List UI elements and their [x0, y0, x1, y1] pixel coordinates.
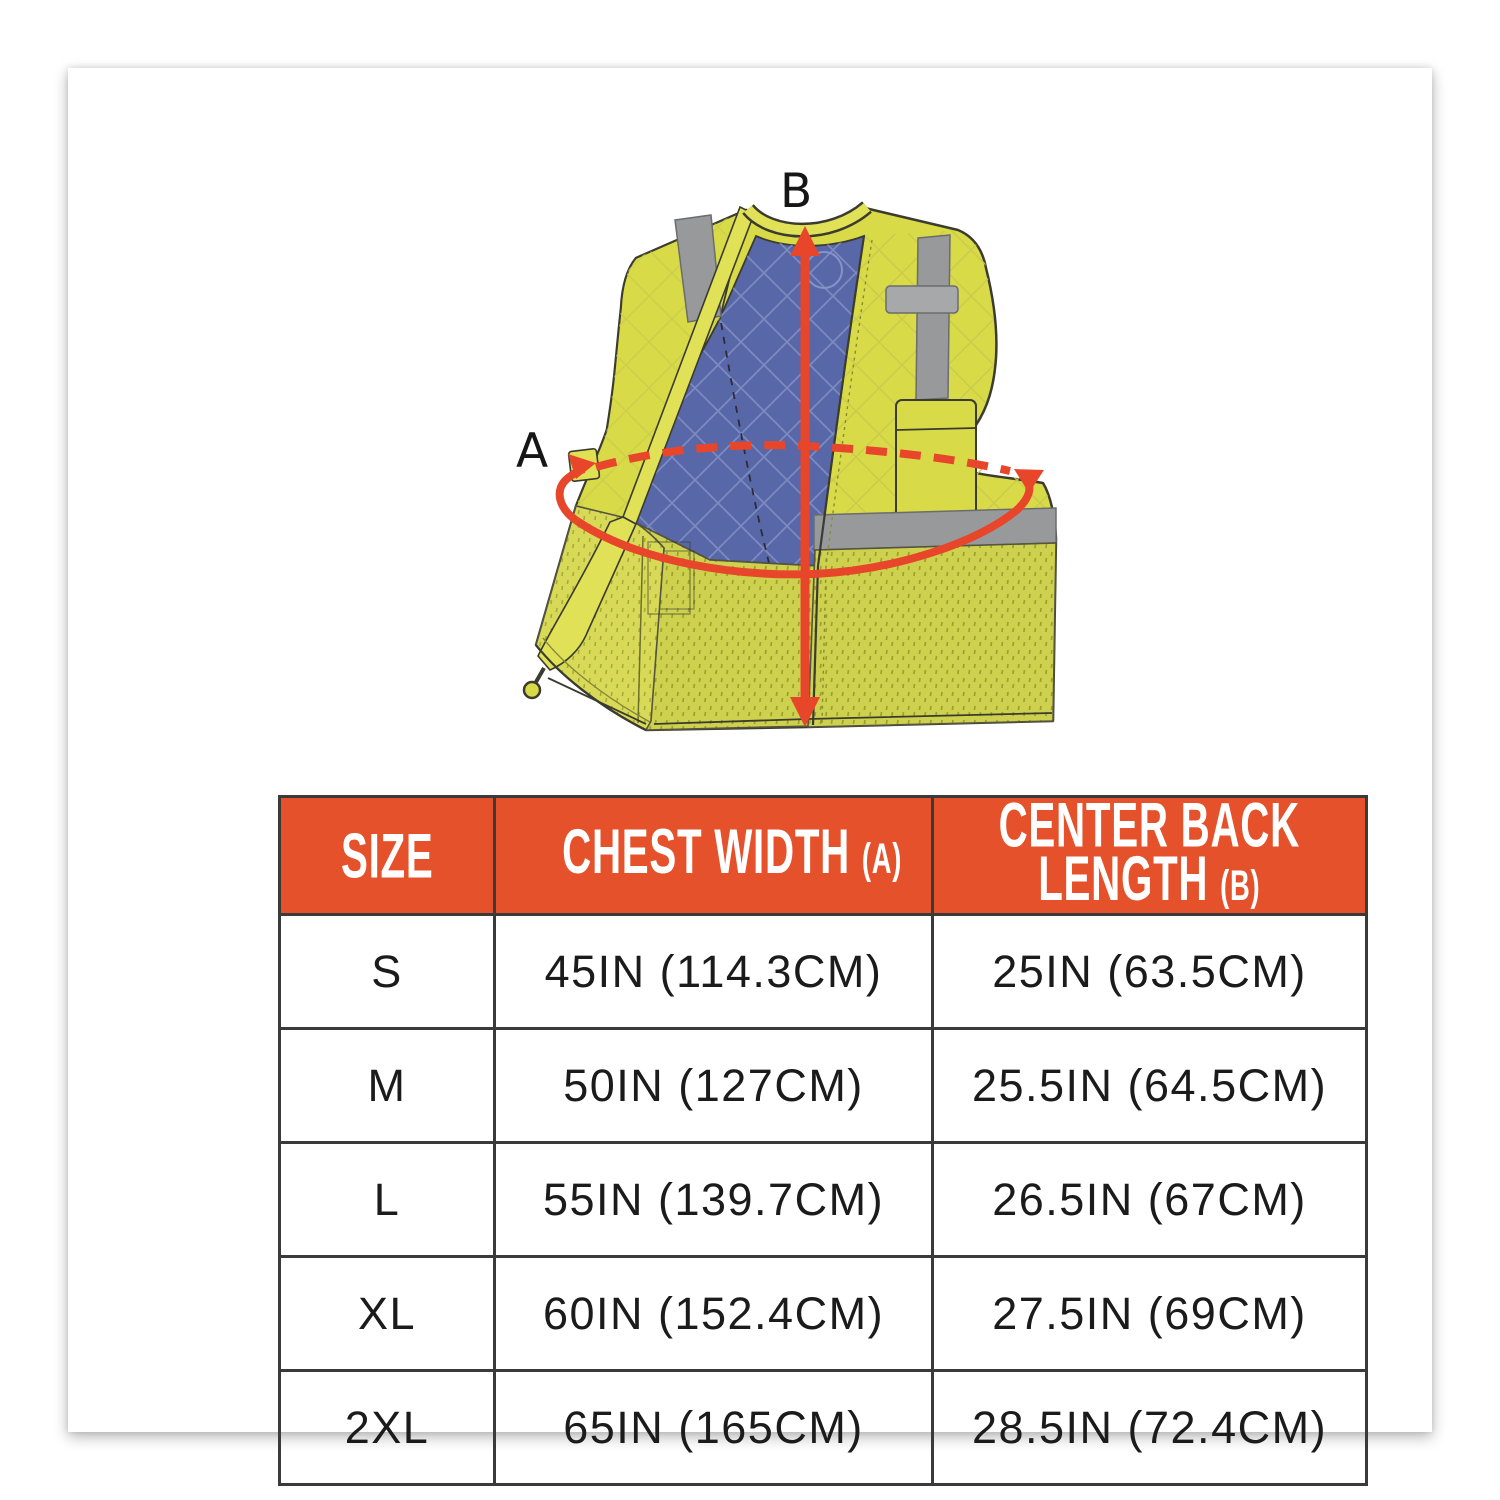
size-cell: XL [278, 1255, 496, 1372]
back-cell: 25IN (63.5CM) [931, 913, 1368, 1030]
table-row: S 45IN (114.3CM) 25IN (63.5CM) [278, 913, 1368, 1030]
vest-diagram [488, 158, 1188, 778]
size-cell: 2XL [278, 1369, 496, 1486]
back-length-label: B [780, 164, 813, 219]
header-size: SIZE [278, 795, 496, 916]
size-cell: L [278, 1141, 496, 1258]
table-row: XL 60IN (152.4CM) 27.5IN (69CM) [278, 1255, 1368, 1372]
chest-cell: 55IN (139.7CM) [493, 1141, 934, 1258]
shoulder-stripe-right [915, 234, 951, 401]
zipper-pull [522, 667, 546, 700]
chest-width-label: A [516, 424, 549, 479]
table-row: M 50IN (127CM) 25.5IN (64.5CM) [278, 1027, 1368, 1144]
back-cell: 27.5IN (69CM) [931, 1255, 1368, 1372]
chest-cell: 45IN (114.3CM) [493, 913, 934, 1030]
size-chart-table: SIZE CHEST WIDTH (A) CENTER BACK LENGTH … [278, 793, 1368, 1486]
back-cell: 28.5IN (72.4CM) [931, 1369, 1368, 1486]
back-cell: 26.5IN (67CM) [931, 1141, 1368, 1258]
vest-illustration-icon [522, 201, 1058, 732]
zipper-placket [811, 235, 866, 726]
flap-mesh [535, 505, 665, 732]
chest-width-arrow [555, 441, 1044, 579]
content-card: A B SIZE CHEST WIDTH (A) CENTER BACK LEN… [68, 68, 1432, 1486]
table-row: L 55IN (139.7CM) 26.5IN (67CM) [278, 1141, 1368, 1258]
header-chest-width: CHEST WIDTH (A) [493, 795, 934, 916]
back-cell: 25.5IN (64.5CM) [931, 1027, 1368, 1144]
size-cell: S [278, 913, 496, 1030]
open-flap [522, 205, 756, 732]
size-cell: M [278, 1027, 496, 1144]
back-length-arrow [790, 226, 820, 727]
chest-cell: 60IN (152.4CM) [493, 1255, 934, 1372]
table-row: 2XL 65IN (165CM) 28.5IN (72.4CM) [278, 1369, 1368, 1486]
chest-cell: 50IN (127CM) [493, 1027, 934, 1144]
chest-cell: 65IN (165CM) [493, 1369, 934, 1486]
header-center-back-length: CENTER BACK LENGTH (B) [931, 793, 1368, 916]
front-mesh-panel [807, 542, 1057, 728]
mic-tab [885, 285, 959, 314]
header-row: SIZE CHEST WIDTH (A) CENTER BACK LENGTH … [278, 793, 1368, 916]
